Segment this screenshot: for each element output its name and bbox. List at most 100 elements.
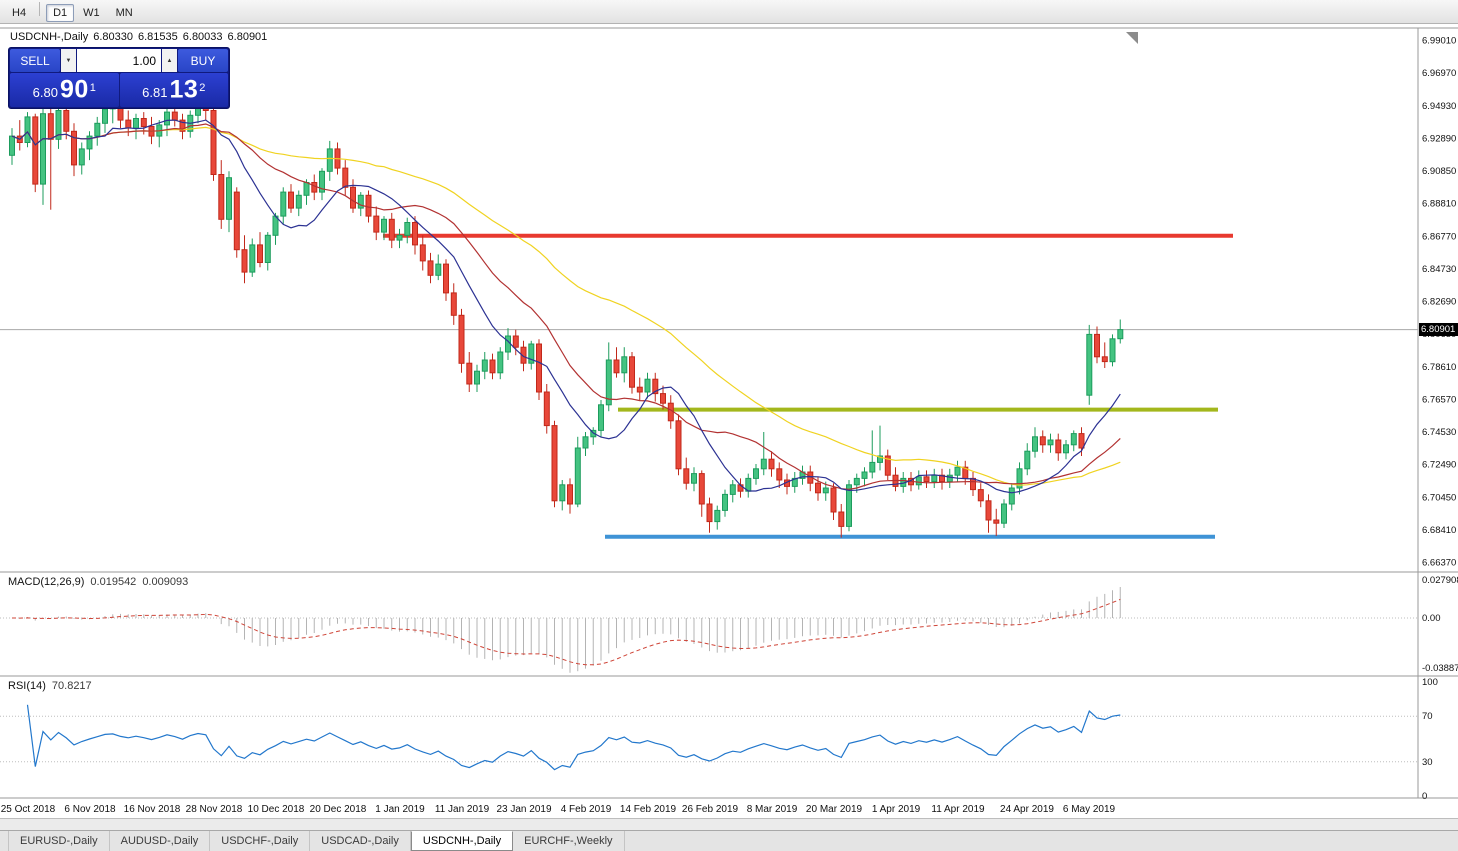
candle-body	[520, 346, 527, 364]
chart-tab-usdchf-daily[interactable]: USDCHF-,Daily	[210, 831, 311, 851]
price-axis-label: 6.70450	[1422, 492, 1456, 503]
price-axis-label: 6.72490	[1422, 460, 1456, 471]
chart-tab-eurusd-daily[interactable]: EURUSD-,Daily	[8, 831, 110, 851]
candle-body	[1001, 503, 1007, 524]
price-axis-label: 6.86770	[1422, 231, 1456, 242]
candle-body	[350, 186, 356, 209]
chart-tab-usdcnh-daily[interactable]: USDCNH-,Daily	[410, 831, 514, 851]
buy-button[interactable]: BUY	[178, 49, 228, 72]
candle-body	[388, 218, 395, 241]
chart-tab-audusd-daily[interactable]: AUDUSD-,Daily	[110, 831, 211, 851]
candle-body	[567, 484, 573, 505]
candle-body	[1039, 436, 1046, 446]
ma-mid-line	[11, 123, 1121, 490]
horizontal-scroll-area[interactable]	[0, 818, 1458, 830]
time-axis-label: 28 Nov 2018	[186, 804, 243, 815]
candle-body	[319, 170, 325, 193]
candle-body	[512, 335, 519, 348]
time-axis-label: 1 Apr 2019	[872, 804, 921, 815]
candle-body	[1032, 436, 1038, 452]
candle-body	[729, 484, 736, 495]
candle-body	[536, 343, 542, 393]
candle-body	[667, 402, 674, 422]
candle-body	[946, 474, 953, 483]
price-axis-label: 6.88810	[1422, 199, 1456, 210]
candle-body	[133, 118, 139, 129]
rsi-axis-label: 30	[1422, 757, 1433, 768]
time-axis-label: 14 Feb 2019	[620, 804, 677, 815]
timeframe-button-h4[interactable]: H4	[12, 6, 27, 19]
macd-axis-label: 0.027908	[1422, 575, 1458, 586]
candle-body	[140, 118, 147, 127]
price-axis-label: 6.90850	[1422, 166, 1456, 177]
timeframe-button-mn[interactable]: MN	[115, 6, 133, 19]
candle-body	[295, 194, 302, 209]
candle-body	[613, 359, 620, 374]
candle-body	[210, 110, 217, 175]
candle-body	[357, 194, 364, 209]
candle-body	[450, 292, 457, 316]
macd-axis-label: -0.03887	[1422, 663, 1458, 674]
top-toolbar: H4 D1 W1 MN	[0, 0, 1458, 24]
macd-signal-value: 0.009093	[142, 576, 189, 588]
price-axis-label: 6.68410	[1422, 525, 1456, 536]
candle-body	[652, 378, 659, 395]
candle-body	[559, 484, 566, 502]
chevron-down-icon: ▼	[65, 57, 72, 64]
chart-tab-bar: EURUSD-,Daily AUDUSD-,Daily USDCHF-,Daily U…	[0, 830, 1458, 851]
chart-canvas[interactable]: 6.99010 6.96970 6.94930 6.92890 6.90850 6.888…	[0, 24, 1458, 818]
candle-body	[303, 182, 310, 196]
candle-body	[1063, 444, 1069, 454]
sell-button[interactable]: SELL	[10, 49, 60, 72]
candle-body	[1070, 433, 1077, 446]
bid-price-pips: 90	[59, 75, 89, 104]
ma-fast-line	[11, 119, 1121, 494]
candle-body	[311, 182, 318, 193]
ma-slow-line	[11, 126, 1121, 486]
candle-body	[683, 468, 690, 484]
chart-tab-usdcad-daily[interactable]: USDCAD-,Daily	[310, 831, 411, 851]
candle-body	[419, 244, 426, 262]
candle-body	[171, 111, 178, 121]
candle-body	[1047, 439, 1054, 446]
candle-body	[233, 191, 240, 251]
macd-signal-line	[11, 598, 1121, 666]
candle-body	[877, 455, 883, 463]
candle-body	[993, 519, 1000, 524]
candle-body	[621, 356, 628, 374]
candle-body	[815, 482, 821, 494]
ask-price-button[interactable]: 6.81132	[119, 73, 228, 107]
volume-increase-button[interactable]: ▲	[162, 49, 177, 72]
price-axis-label: 6.78610	[1422, 362, 1456, 373]
timeframe-button-d1[interactable]: D1	[46, 3, 75, 22]
time-axis-label: 6 Nov 2018	[64, 804, 116, 815]
current-price-badge: 6.80901	[1419, 323, 1458, 336]
candle-body	[753, 468, 759, 479]
one-click-trading-panel: SELL ▼ ▲ BUY 6.80901 6.81132	[8, 47, 230, 109]
timeframe-switcher: H4 D1 W1 MN	[4, 1, 141, 22]
macd-name: MACD(12,26,9)	[8, 576, 85, 588]
bid-price-main: 6.80	[32, 85, 58, 101]
candle-body	[582, 436, 589, 449]
price-pane	[0, 99, 1418, 539]
volume-input[interactable]	[77, 49, 161, 72]
candle-body	[644, 378, 651, 393]
macd-hist-value: 0.019542	[90, 576, 137, 588]
bid-price-button[interactable]: 6.80901	[10, 73, 119, 107]
candle-body	[1055, 439, 1062, 454]
candle-body	[605, 359, 612, 406]
candle-body	[257, 244, 263, 263]
time-axis-label: 8 Mar 2019	[747, 804, 798, 815]
candle-body	[884, 455, 891, 476]
chart-tab-eurchf-weekly[interactable]: EURCHF-,Weekly	[513, 831, 625, 851]
chart-title: USDCNH-,Daily 6.80330 6.81535 6.80033 6.8090…	[10, 31, 272, 43]
volume-decrease-button[interactable]: ▼	[61, 49, 76, 72]
rsi-axis-label: 70	[1422, 711, 1433, 722]
candle-body	[915, 476, 922, 486]
time-axis-label: 6 May 2019	[1063, 804, 1116, 815]
candle-body	[326, 148, 333, 172]
timeframe-button-w1[interactable]: W1	[83, 6, 100, 19]
candle-body	[838, 511, 845, 527]
candle-body	[1078, 433, 1085, 449]
candle-body	[706, 503, 713, 523]
